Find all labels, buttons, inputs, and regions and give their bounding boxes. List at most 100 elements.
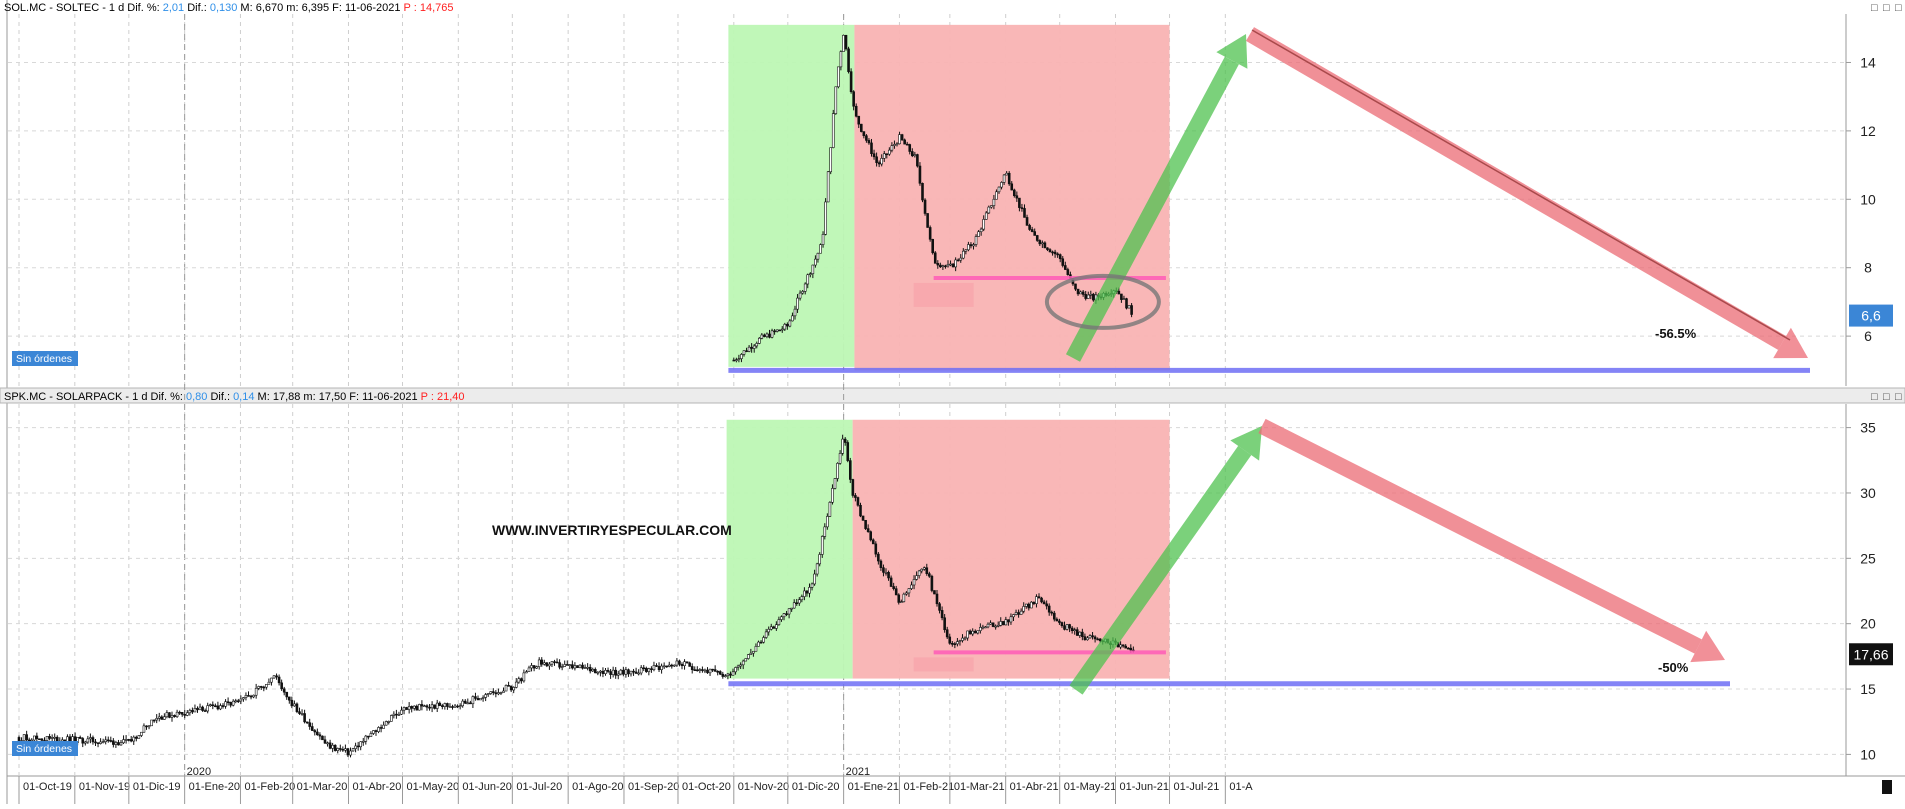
candle-body bbox=[852, 91, 855, 107]
candle-body bbox=[491, 691, 495, 693]
candle-body bbox=[875, 156, 878, 163]
no-orders-badge-top[interactable]: Sin órdenes bbox=[16, 353, 72, 365]
candle-body bbox=[790, 607, 793, 610]
candle-body bbox=[808, 273, 812, 276]
candle-body bbox=[35, 735, 39, 740]
candle-body bbox=[400, 709, 403, 715]
candle-body bbox=[746, 654, 750, 659]
y-tick-label: 20 bbox=[1860, 616, 1876, 632]
candle-body bbox=[1060, 622, 1064, 626]
candle-body bbox=[880, 158, 883, 165]
candle-body bbox=[604, 670, 607, 674]
candle-body bbox=[78, 737, 82, 739]
panel-top-restore-button[interactable]: □ bbox=[1883, 2, 1890, 14]
header-symbol: SOL.MC - SOLTEC - 1 d bbox=[4, 2, 127, 14]
candle-body bbox=[851, 479, 855, 496]
x-tick-label: 01-May-20 bbox=[407, 781, 460, 793]
candle-body bbox=[755, 343, 759, 347]
candle-body bbox=[1088, 635, 1092, 639]
candle-body bbox=[865, 135, 868, 141]
panel-top-close-button[interactable]: □ bbox=[1895, 2, 1902, 14]
candle-body bbox=[945, 629, 949, 638]
candle-body bbox=[542, 662, 546, 665]
candle-body bbox=[847, 48, 850, 72]
panel-bottom-minimize-button[interactable]: □ bbox=[1871, 391, 1878, 403]
candle-body bbox=[1066, 269, 1070, 275]
panel-top-window-buttons[interactable]: □ □ □ bbox=[1871, 2, 1902, 14]
panel-top-minimize-button[interactable]: □ bbox=[1871, 2, 1878, 14]
no-orders-badge-bottom-bg[interactable] bbox=[12, 741, 78, 756]
candle-body bbox=[293, 703, 296, 707]
candle-body bbox=[560, 666, 564, 668]
candle-body bbox=[831, 113, 835, 148]
y-tick-label: 12 bbox=[1860, 123, 1876, 139]
candle-body bbox=[328, 742, 332, 749]
candle-body bbox=[967, 244, 970, 251]
x-tick-label: 01-Dic-19 bbox=[133, 781, 181, 793]
candle-body bbox=[295, 703, 299, 712]
candle-body bbox=[959, 257, 963, 261]
candle-body bbox=[183, 714, 187, 716]
candle-body bbox=[619, 669, 623, 675]
candle-body bbox=[1084, 294, 1087, 299]
candle-body bbox=[377, 727, 380, 732]
candle-body bbox=[826, 171, 830, 203]
candle-body bbox=[175, 711, 179, 717]
x-tick-label: 01-Ene-20 bbox=[189, 781, 240, 793]
candle-body bbox=[27, 739, 31, 742]
candle-body bbox=[869, 531, 873, 541]
candle-body bbox=[1068, 624, 1071, 629]
candle-body bbox=[928, 227, 932, 240]
candle-body bbox=[1025, 217, 1029, 226]
candle-body bbox=[530, 665, 533, 669]
candle-body bbox=[716, 670, 720, 673]
candle-body bbox=[739, 664, 742, 667]
x-tick-label: 01-Jul-20 bbox=[516, 781, 562, 793]
candle-body bbox=[1056, 253, 1059, 256]
no-orders-badge-bottom[interactable]: Sin órdenes bbox=[16, 743, 72, 755]
candle-body bbox=[321, 735, 324, 741]
candle-body bbox=[872, 153, 876, 158]
candle-body bbox=[889, 577, 893, 587]
candle-body bbox=[1127, 305, 1131, 309]
candle-body bbox=[509, 685, 513, 691]
candle-body bbox=[257, 686, 261, 689]
candle-body bbox=[55, 736, 59, 742]
candle-body bbox=[1038, 240, 1042, 245]
candle-body bbox=[877, 162, 881, 165]
candle-body bbox=[936, 263, 940, 266]
candle-body bbox=[157, 716, 161, 719]
panel-separator[interactable] bbox=[0, 387, 1905, 404]
candle-body bbox=[867, 140, 871, 144]
candle-body bbox=[216, 705, 220, 710]
candle-body bbox=[824, 201, 827, 235]
candle-body bbox=[737, 358, 741, 360]
candle-body bbox=[741, 660, 745, 666]
candle-body bbox=[1051, 251, 1054, 254]
candle-body bbox=[815, 563, 819, 575]
time-scroll-marker[interactable] bbox=[1882, 780, 1892, 794]
candle-body bbox=[606, 670, 610, 672]
candle-body bbox=[1063, 265, 1067, 270]
candle-body bbox=[402, 707, 406, 711]
price-axis[interactable]: 6 8 10 12 14 6,6 10 15 20 25 30 35 17,66 bbox=[1846, 54, 1893, 762]
panel-bottom-restore-button[interactable]: □ bbox=[1883, 391, 1890, 403]
candle-body bbox=[170, 715, 174, 718]
candle-body bbox=[48, 736, 51, 739]
no-orders-badge-top-bg[interactable] bbox=[12, 351, 78, 366]
candle-body bbox=[844, 34, 848, 50]
candle-body bbox=[1009, 616, 1013, 623]
candle-body bbox=[767, 628, 771, 633]
candle-body bbox=[964, 249, 968, 252]
candle-body bbox=[545, 662, 549, 667]
candle-body bbox=[953, 643, 957, 645]
fall-arrow-head bbox=[1773, 327, 1808, 359]
time-axis[interactable]: 01-Oct-19 01-Nov-19 01-Dic-19 01-Ene-20 01-F… bbox=[18, 766, 1892, 804]
candle-body bbox=[504, 685, 508, 692]
candle-body bbox=[685, 661, 689, 664]
candle-body bbox=[117, 742, 120, 746]
panel-bottom-close-button[interactable]: □ bbox=[1895, 391, 1902, 403]
panel-bottom-window-buttons[interactable]: □ □ □ bbox=[1871, 391, 1902, 403]
candle-body bbox=[356, 745, 360, 748]
